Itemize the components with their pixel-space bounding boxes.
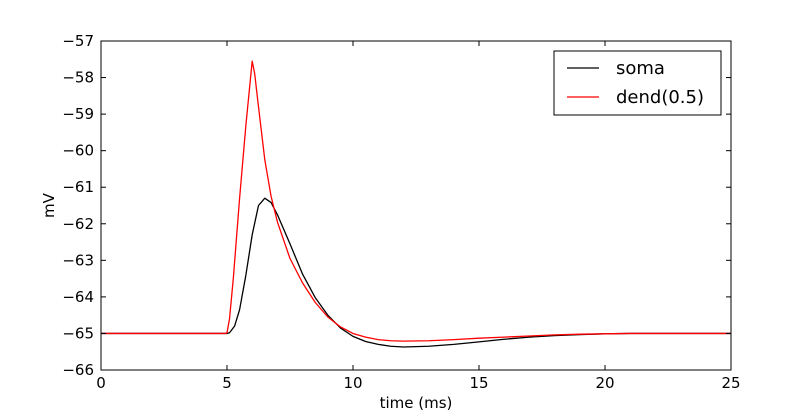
y-tick-label: −62 <box>62 215 94 233</box>
x-tick-label: 5 <box>222 374 232 392</box>
x-tick-label: 20 <box>595 374 614 392</box>
x-tick-label: 15 <box>469 374 488 392</box>
y-tick-label: −59 <box>62 105 94 123</box>
x-axis-label: time (ms) <box>380 394 453 412</box>
legend-label-soma: soma <box>616 58 665 79</box>
x-tick-label: 25 <box>721 374 740 392</box>
legend-box <box>553 50 722 116</box>
legend: soma dend(0.5) <box>553 50 722 116</box>
x-tick-label: 0 <box>96 374 106 392</box>
series-layer <box>101 60 731 348</box>
plot-frame <box>100 40 732 371</box>
y-tick-label: −66 <box>62 361 94 379</box>
legend-label-dend: dend(0.5) <box>616 87 704 108</box>
x-tick-label: 10 <box>343 374 362 392</box>
series-line-soma <box>101 197 731 348</box>
series-line-dend <box>101 60 731 342</box>
y-tick-label: −63 <box>62 251 94 269</box>
y-tick-label: −58 <box>62 69 94 87</box>
y-tick-label: −64 <box>62 288 94 306</box>
y-tick-label: −61 <box>62 178 94 196</box>
y-axis-label: mV <box>40 192 58 218</box>
y-tick-label: −57 <box>62 32 94 50</box>
y-tick-label: −60 <box>62 142 94 160</box>
y-tick-label: −65 <box>62 324 94 342</box>
tick-layer: 0 5 10 15 20 25 −66 −65 −64 −63 −62 −61 −60 −59 −58 −57 <box>62 32 740 392</box>
